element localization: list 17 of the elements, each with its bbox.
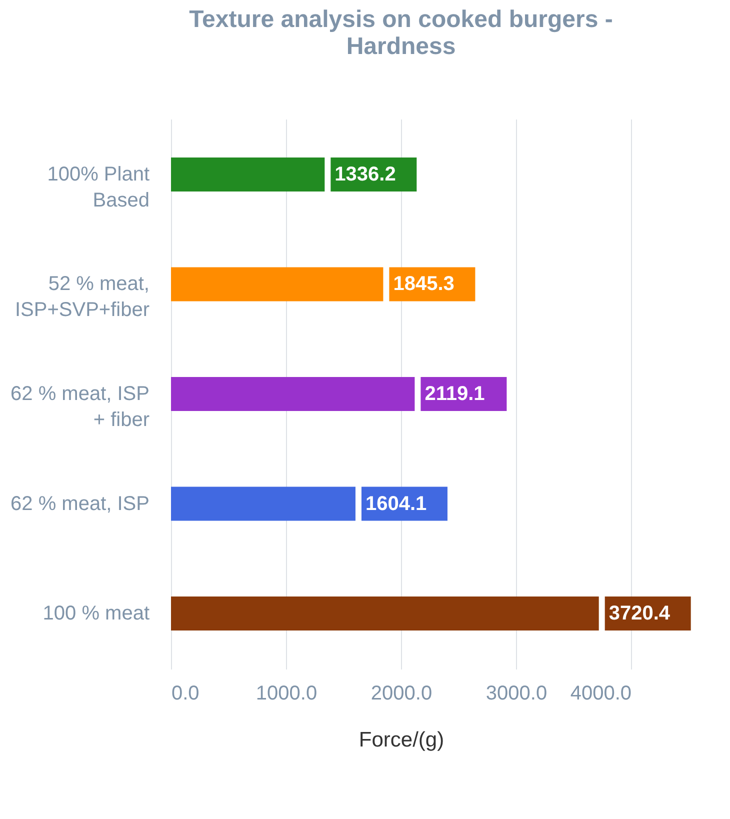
x-axis-title: Force/(g): [358, 728, 444, 752]
data-label: 3720.4: [608, 602, 671, 625]
chart-title: Texture analysis on cooked burgers - Hardness: [189, 6, 613, 60]
data-label: 2119.1: [424, 383, 485, 405]
x-tick-label: 0.0: [172, 682, 200, 704]
y-tick-label: 62 % meat, ISP: [10, 492, 150, 515]
x-tick-label: 1000.0: [256, 682, 318, 704]
x-tick-label: 3000.0: [486, 682, 548, 704]
y-tick-label: 100% Plant Based: [47, 163, 150, 212]
data-label: 1336.2: [334, 163, 396, 186]
x-tick-label: 4000.0: [570, 682, 632, 704]
y-tick-label: 52 % meat, ISP+SVP+fiber: [14, 273, 150, 322]
data-label: 1845.3: [393, 273, 454, 296]
y-tick-label: 62 % meat, ISP + fiber: [10, 383, 150, 431]
x-tick-label: 2000.0: [370, 682, 432, 704]
y-tick-label: 100 % meat: [42, 602, 150, 625]
data-label: 1604.1: [365, 492, 427, 515]
